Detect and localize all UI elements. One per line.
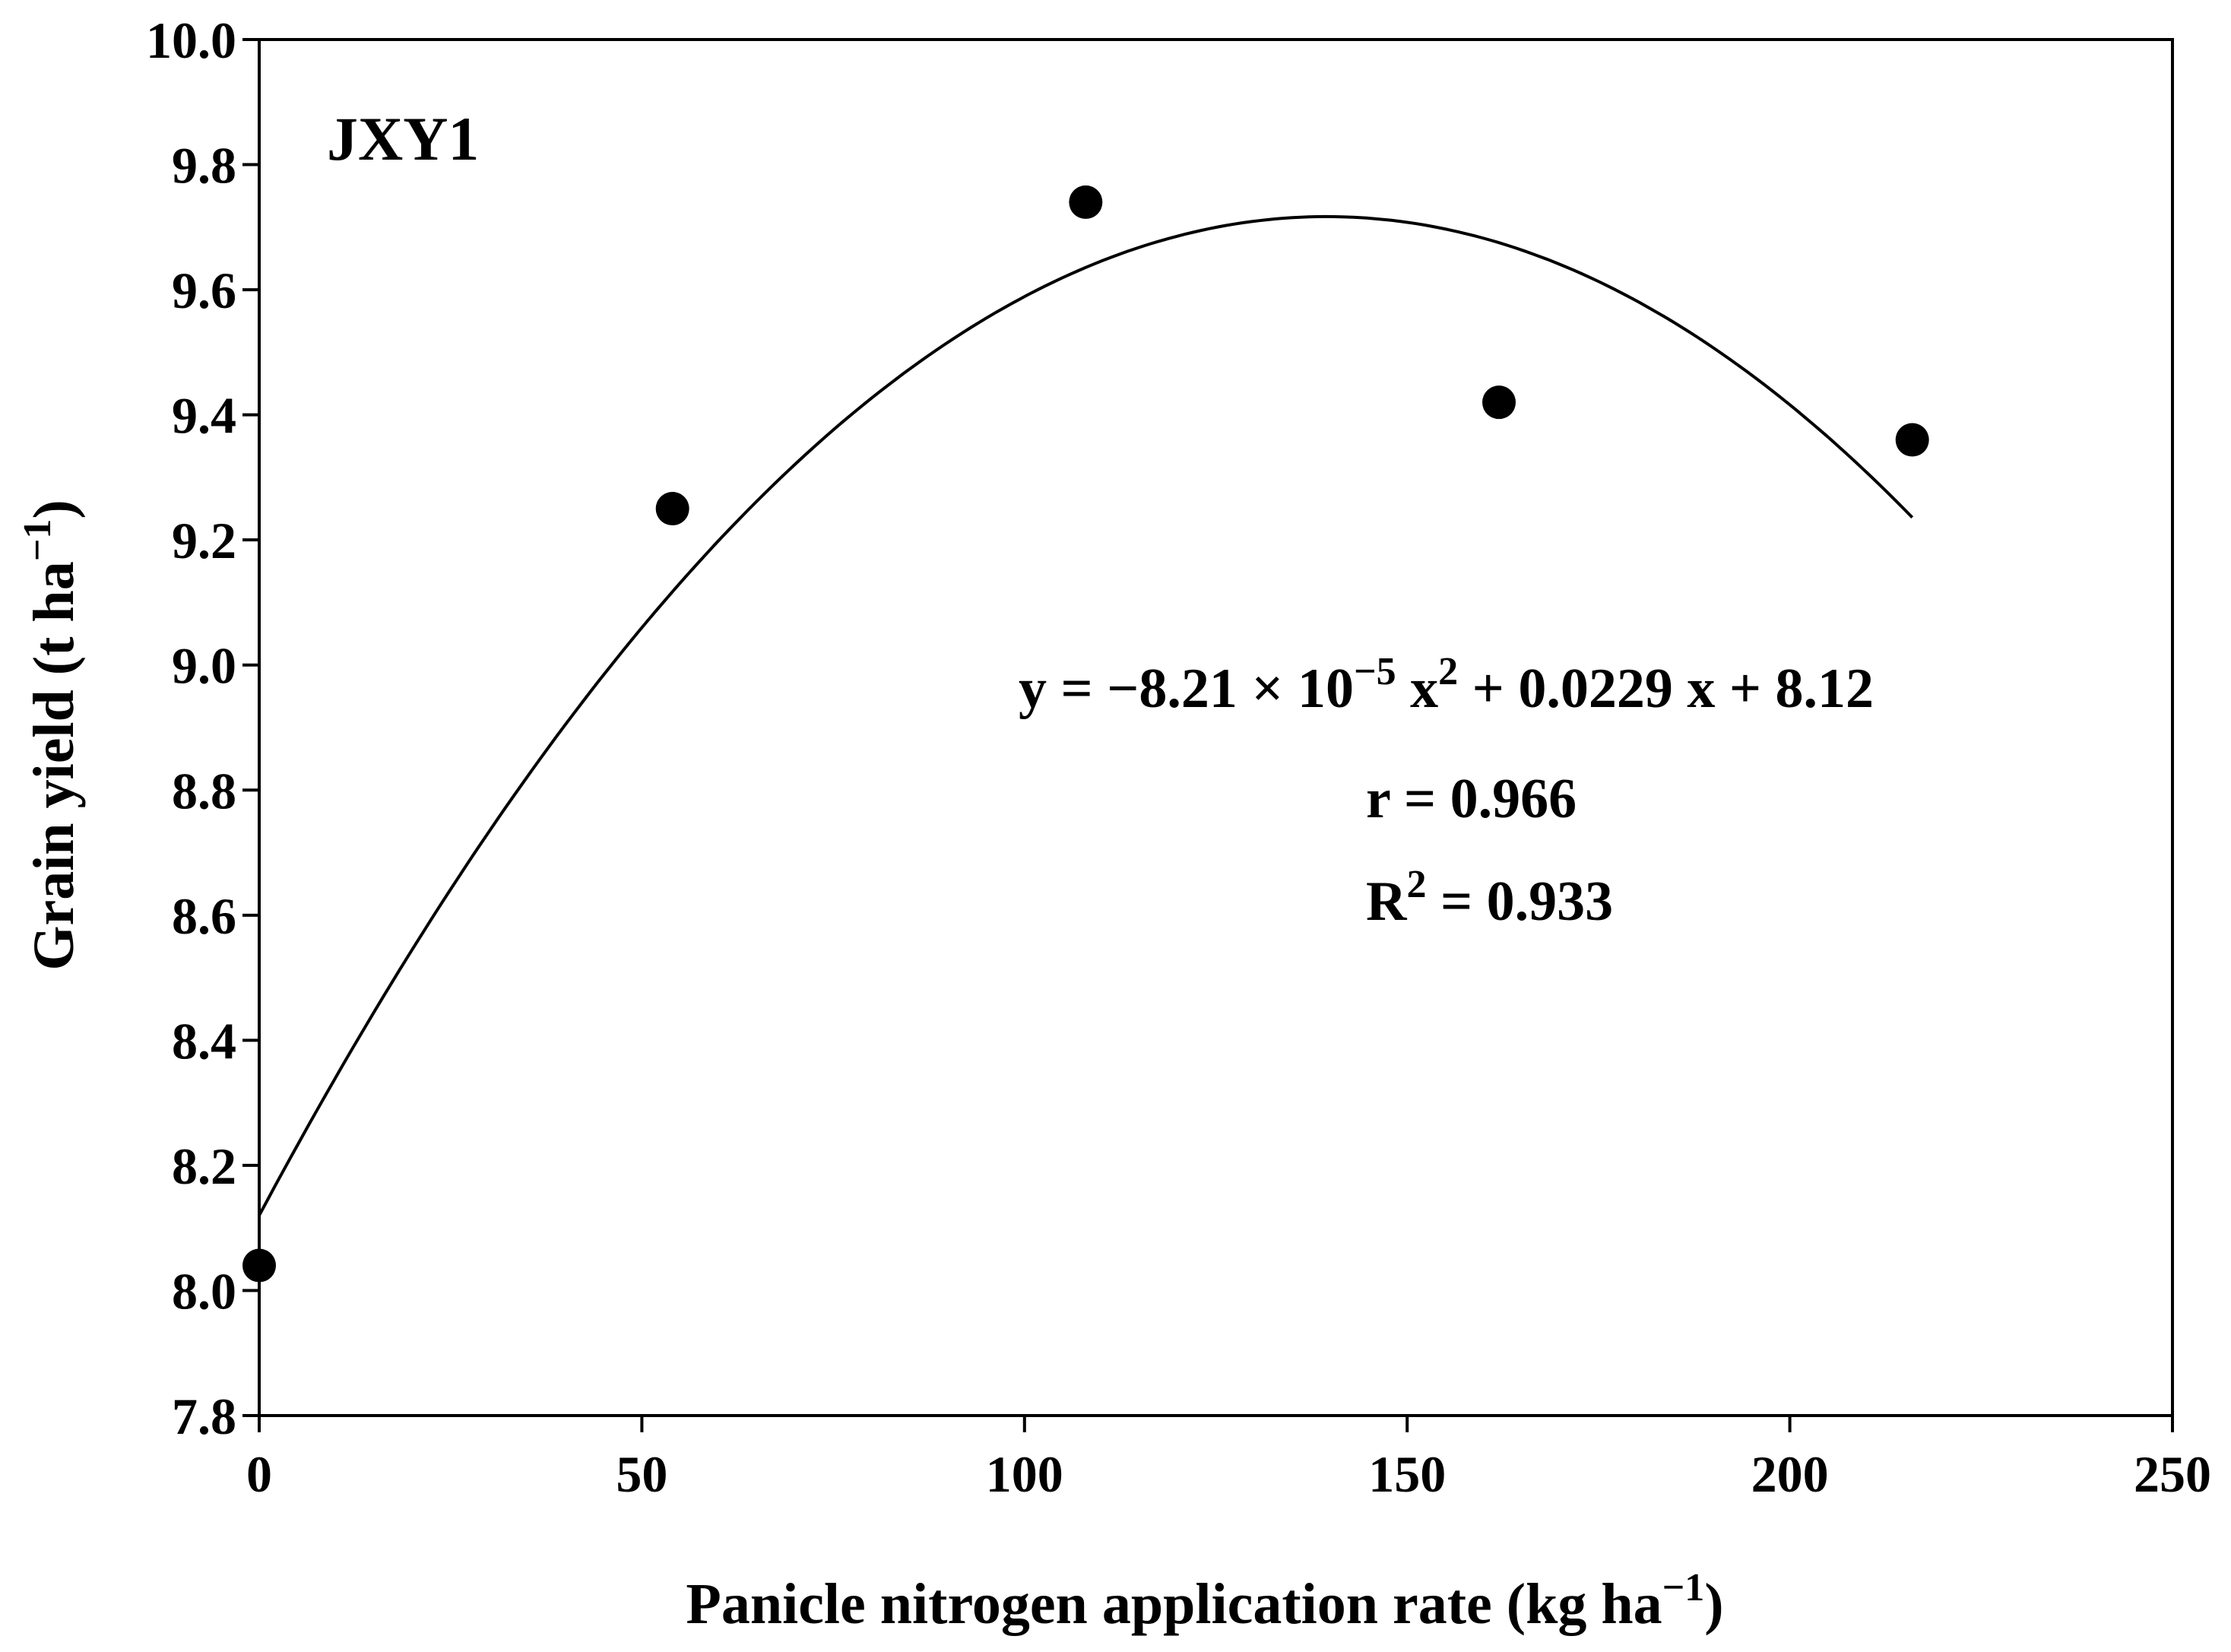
y-tick-label: 7.8	[172, 1387, 236, 1445]
y-tick-label: 8.0	[172, 1262, 236, 1320]
data-point	[242, 1248, 276, 1283]
y-tick-label: 8.4	[172, 1012, 236, 1070]
y-axis-title-main: Grain yield (t ha	[22, 561, 86, 970]
y-tick-label: 8.6	[172, 887, 236, 945]
x-axis-ticks: 0 50 100 150 200 250	[246, 1416, 2211, 1503]
equation-annotation: y = −8.21 × 10−5 x2 + 0.0229 x + 8.12	[1019, 650, 1874, 720]
y-axis-ticks: 7.8 8.0 8.2 8.4 8.6 8.8 9.0 9.2 9.4 9.6 9.8 10.0	[146, 11, 259, 1445]
x-tick-label: 0	[246, 1445, 272, 1503]
plot-frame	[258, 38, 2174, 1417]
y-tick-label: 8.8	[172, 762, 236, 820]
r-annotation: r = 0.966	[1366, 768, 1577, 830]
x-axis-title-main: Panicle nitrogen application rate (kg ha	[686, 1572, 1662, 1636]
equation-main: y = −8.21 × 10	[1019, 658, 1354, 720]
x-tick-label: 150	[1368, 1445, 1446, 1503]
y-axis-title: Grain yield (t ha−1)	[16, 499, 86, 970]
data-points	[242, 185, 1929, 1283]
r2-exp: 2	[1406, 863, 1426, 906]
quadratic-fit-curve	[258, 214, 1914, 1216]
data-point	[1069, 185, 1103, 219]
r2-rest: = 0.933	[1426, 870, 1613, 933]
data-point	[1482, 385, 1516, 420]
equation-x: x	[1396, 658, 1439, 720]
data-point	[1895, 423, 1929, 457]
r2-annotation: R2 = 0.933	[1366, 863, 1613, 933]
y-tick-label: 9.0	[172, 637, 236, 695]
equation-rest: + 0.0229 x + 8.12	[1458, 658, 1874, 720]
y-tick-label: 9.6	[172, 262, 236, 319]
x-tick-label: 100	[986, 1445, 1063, 1503]
r2-letter: R	[1366, 870, 1408, 933]
y-tick-label: 8.2	[172, 1137, 236, 1195]
x-tick-label: 250	[2134, 1445, 2211, 1503]
y-axis-title-close: )	[22, 499, 86, 518]
x-axis-title: Panicle nitrogen application rate (kg ha…	[686, 1566, 1723, 1636]
x-axis-title-close: )	[1704, 1572, 1723, 1636]
panel-label: JXY1	[327, 104, 479, 173]
x-tick-label: 200	[1751, 1445, 1829, 1503]
y-tick-label: 9.4	[172, 387, 236, 445]
y-tick-label: 9.8	[172, 137, 236, 195]
y-axis-title-exp: −1	[16, 519, 59, 562]
equation-exp2: 2	[1438, 650, 1458, 693]
x-tick-label: 50	[616, 1445, 667, 1503]
y-tick-label: 10.0	[146, 11, 236, 69]
equation-exp1: −5	[1354, 650, 1396, 693]
y-tick-label: 9.2	[172, 512, 236, 569]
data-point	[655, 492, 689, 526]
x-axis-title-exp: −1	[1662, 1566, 1705, 1609]
